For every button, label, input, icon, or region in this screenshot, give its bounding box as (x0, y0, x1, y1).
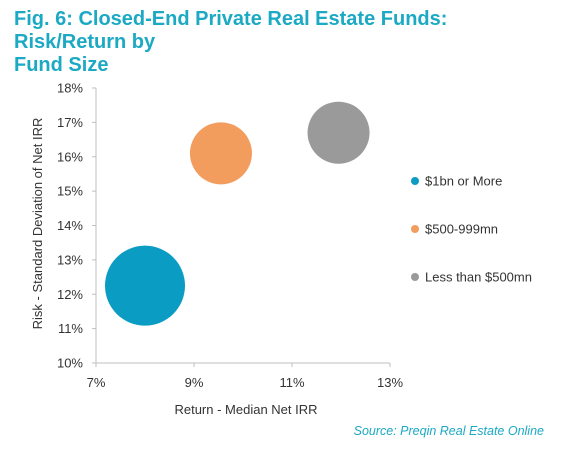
bubble-less-than-500mn (307, 101, 370, 164)
legend-marker (411, 273, 419, 281)
legend-marker (411, 225, 419, 233)
y-tick-label: 17% (57, 115, 83, 130)
y-tick-label: 15% (57, 184, 83, 199)
x-tick-label: 13% (377, 375, 403, 390)
chart-title-line-1: Fig. 6: Closed-End Private Real Estate F… (14, 8, 448, 53)
y-axis-label: Risk - Standard Deviation of Net IRR (30, 118, 45, 330)
y-tick-label: 13% (57, 252, 83, 267)
source-note: Source: Preqin Real Estate Online (353, 424, 544, 438)
y-tick-label: 16% (57, 149, 83, 164)
y-tick-label: 14% (57, 218, 83, 233)
legend-label: $1bn or More (425, 174, 502, 189)
legend-label: Less than $500mn (425, 270, 532, 285)
y-tick-label: 18% (57, 81, 83, 96)
legend-label: $500-999mn (425, 222, 498, 237)
bubble-500-999mn (189, 122, 252, 185)
chart-title-line-2: Fund Size (14, 54, 109, 76)
x-axis-label: Return - Median Net IRR (174, 402, 317, 417)
y-tick-label: 10% (57, 356, 83, 371)
x-tick-label: 11% (279, 375, 304, 390)
y-tick-label: 12% (57, 287, 83, 302)
chart-title: Fig. 6: Closed-End Private Real Estate F… (14, 8, 554, 77)
x-tick-label: 9% (185, 375, 204, 390)
bubble-1bn-or-more (105, 245, 185, 326)
x-tick-label: 7% (87, 375, 106, 390)
legend-marker (411, 177, 419, 185)
y-tick-label: 11% (58, 321, 83, 336)
